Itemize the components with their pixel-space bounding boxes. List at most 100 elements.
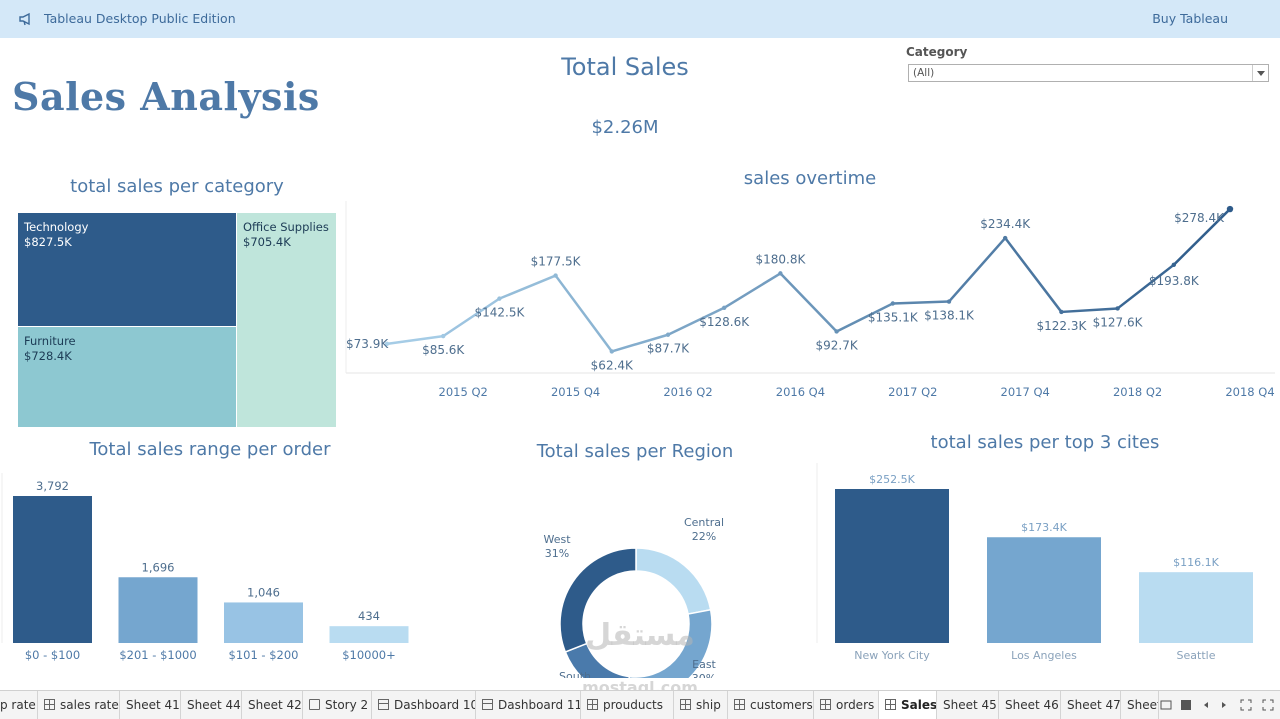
sheet-tab-sheet[interactable]: Sheet — [1121, 691, 1159, 719]
sheet-tab-sheet-41[interactable]: Sheet 41 — [120, 691, 181, 719]
sheet-tab-sheet-45[interactable]: Sheet 45 — [937, 691, 999, 719]
donut-label-pct: 31% — [545, 547, 569, 560]
treemap-label: Furniture — [24, 334, 76, 348]
line-segment — [1172, 207, 1232, 267]
sheet-tab-sheet-46[interactable]: Sheet 46 — [999, 691, 1061, 719]
line-data-label: $142.5K — [474, 306, 525, 320]
chevron-down-icon[interactable] — [1252, 65, 1268, 81]
donut-slice-west[interactable] — [559, 547, 637, 653]
bar-value-label: 434 — [358, 609, 380, 623]
show-filmstrip-icon[interactable] — [1160, 699, 1172, 711]
dashboard-icon — [482, 699, 493, 710]
sheet-tab-label: customers — [750, 698, 813, 712]
line-point[interactable] — [1171, 262, 1176, 268]
line-point[interactable] — [441, 333, 446, 339]
donut-label-pct: 30% — [692, 672, 716, 678]
line-point[interactable] — [1226, 205, 1234, 213]
bar-category-label: New York City — [854, 649, 930, 662]
dashboard-icon — [378, 699, 389, 710]
line-x-tick: 2015 Q2 — [439, 385, 488, 399]
donut-label-name: South — [559, 670, 591, 678]
sheet-tab-orders[interactable]: orders — [814, 691, 879, 719]
sheet-tab-customers[interactable]: customers — [728, 691, 814, 719]
sales-range-chart: 3,792 $0 - $100 1,696 $201 - $1000 1,046 $101… — [1, 473, 409, 662]
donut-label-name: Central — [684, 516, 724, 529]
sheet-tab-label: Sheet 47 — [1067, 698, 1121, 712]
bar[interactable] — [329, 626, 409, 643]
treemap: Technology $827.5K Furniture $728.4K Off… — [18, 213, 336, 427]
fullscreen-icon[interactable] — [1240, 699, 1252, 711]
sheet-tab-p-rate[interactable]: p rate — [0, 691, 38, 719]
line-x-tick: 2018 Q4 — [1225, 385, 1274, 399]
line-point[interactable] — [946, 299, 952, 304]
worksheet-icon — [734, 699, 745, 710]
line-data-label: $128.6K — [699, 315, 750, 329]
sheet-tab-label: sales rate — [60, 698, 119, 712]
line-segment — [722, 272, 782, 310]
line-point[interactable] — [497, 296, 502, 301]
line-segment — [610, 333, 670, 353]
next-sheet-icon[interactable] — [1262, 699, 1274, 711]
sheet-tab-label: Dashboard 10 — [394, 698, 476, 712]
sheet-tab-sheet-47[interactable]: Sheet 47 — [1061, 691, 1121, 719]
sheet-tab-sheet-42[interactable]: Sheet 42 — [242, 691, 303, 719]
line-point[interactable] — [609, 349, 614, 354]
bar-value-label: 1,046 — [247, 585, 280, 599]
line-data-label: $180.8K — [755, 252, 806, 266]
sheet-tab-ship[interactable]: ship — [674, 691, 728, 719]
line-segment — [891, 300, 951, 305]
treemap-cell-technology[interactable]: Technology $827.5K — [18, 213, 236, 326]
sheet-tab-sales-rate[interactable]: sales rate — [38, 691, 120, 719]
sheet-tab-sheet-44[interactable]: Sheet 44 — [181, 691, 242, 719]
line-data-label: $278.4K — [1174, 211, 1225, 225]
donut-label-name: East — [692, 658, 716, 671]
buy-tableau-link[interactable]: Buy Tableau — [1152, 11, 1228, 26]
dashboard-title: Sales Analysis — [12, 74, 320, 119]
bar-value-label: $116.1K — [1173, 556, 1219, 569]
sheet-tab-dashboard-10[interactable]: Dashboard 10 — [372, 691, 476, 719]
bar[interactable] — [1139, 572, 1253, 643]
sheet-tab-label: Dashboard 11 — [498, 698, 581, 712]
line-segment — [835, 302, 895, 333]
line-point[interactable] — [778, 271, 783, 276]
treemap-cell-furniture[interactable]: Furniture $728.4K — [18, 327, 236, 427]
line-point[interactable] — [890, 301, 895, 306]
line-segment — [498, 274, 557, 300]
line-point[interactable] — [665, 332, 671, 337]
line-point[interactable] — [1115, 306, 1120, 311]
range-chart-title: Total sales range per order — [89, 439, 331, 460]
sheet-tab-label: ship — [696, 698, 721, 712]
sheet-tab-dashboard-11[interactable]: Dashboard 11 — [476, 691, 581, 719]
line-point[interactable] — [1003, 235, 1008, 241]
sheet-tab-bar: p rate sales rate Sheet 41 Sheet 44 Sheet 42… — [0, 690, 1280, 719]
app-header-bar: Tableau Desktop Public Edition Buy Table… — [0, 0, 1280, 38]
bar[interactable] — [224, 602, 303, 643]
show-sheet-sorter-icon[interactable] — [1180, 699, 1192, 711]
line-point[interactable] — [1059, 309, 1064, 315]
previous-sheet-icon[interactable] — [1218, 699, 1230, 711]
megaphone-icon[interactable] — [18, 11, 34, 27]
treemap-label: Office Supplies — [243, 220, 329, 234]
treemap-cell-office-supplies[interactable]: Office Supplies $705.4K — [237, 213, 336, 427]
line-x-tick: 2018 Q2 — [1113, 385, 1162, 399]
donut-slice-east[interactable] — [626, 608, 713, 678]
line-point[interactable] — [834, 329, 839, 334]
line-data-label: $92.7K — [815, 338, 858, 352]
line-point[interactable] — [553, 273, 558, 278]
line-point[interactable] — [722, 305, 727, 310]
sheet-tab-prouducts[interactable]: prouducts — [581, 691, 674, 719]
line-segment — [441, 297, 501, 338]
first-sheet-icon[interactable] — [1200, 699, 1212, 711]
sheet-tab-sales[interactable]: Sales — [879, 691, 937, 719]
dashboard-canvas: Sales Analysis Total Sales $2.26M Catego… — [0, 38, 1280, 697]
bar[interactable] — [13, 496, 92, 643]
bar[interactable] — [987, 537, 1101, 643]
sheet-tab-story-2[interactable]: Story 2 — [303, 691, 372, 719]
bar[interactable] — [118, 577, 198, 643]
bar[interactable] — [835, 489, 949, 643]
category-filter-dropdown[interactable]: (All) — [908, 64, 1269, 82]
donut-slice-central[interactable] — [635, 547, 712, 615]
treemap-value: $705.4K — [243, 235, 291, 249]
line-point[interactable] — [384, 341, 390, 347]
line-segment — [1116, 263, 1176, 310]
